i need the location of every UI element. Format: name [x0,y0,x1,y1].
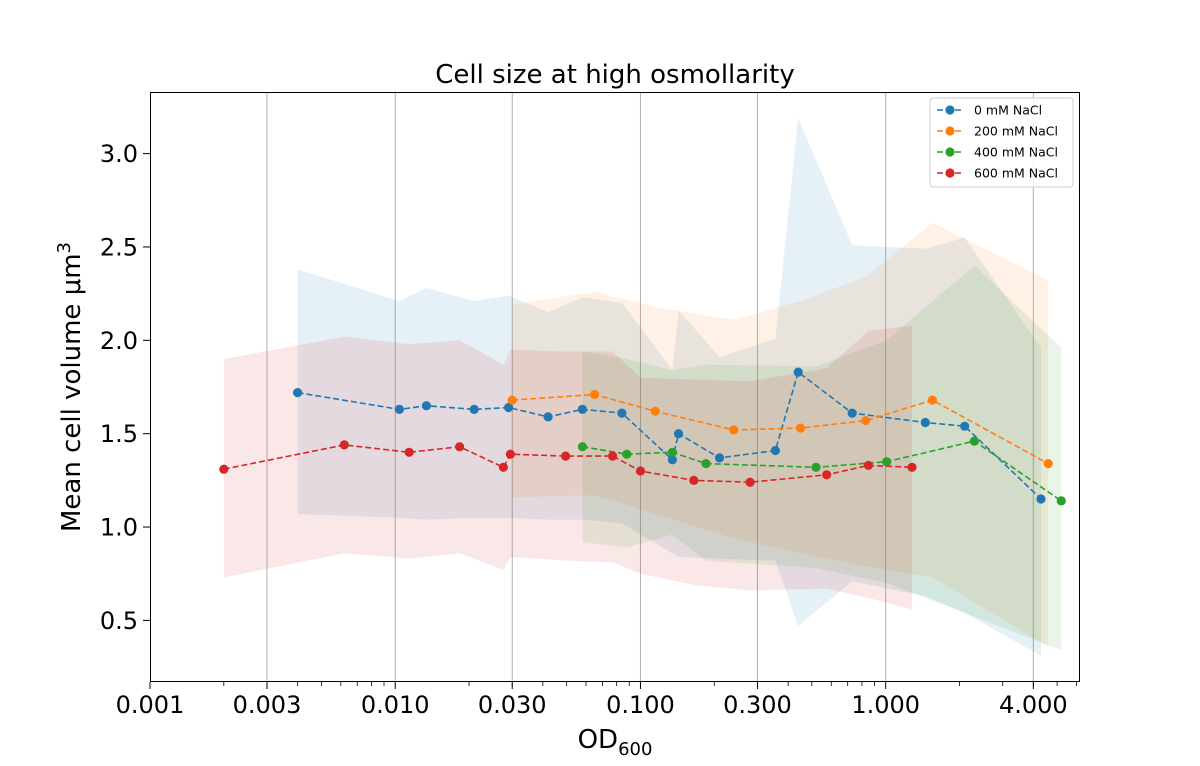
point-series-1 [650,406,660,416]
point-series-3 [561,451,571,461]
point-series-0 [617,408,627,418]
point-series-0 [960,421,970,431]
point-series-0 [793,367,803,377]
point-series-0 [504,402,514,413]
point-series-3 [455,442,465,452]
point-series-0 [673,429,684,439]
point-series-3 [505,449,515,459]
x-grid [266,92,1034,682]
point-series-2 [622,449,632,459]
x-axis-label-main: OD [578,725,619,755]
legend-marker [945,105,955,115]
point-series-1 [1043,459,1053,469]
series-points [219,367,1066,506]
point-series-1 [507,395,517,405]
point-series-0 [714,453,725,463]
y-axis-label-superscript: 3 [54,242,75,253]
legend-marker [945,147,955,157]
point-series-3 [635,466,646,476]
point-series-2 [701,459,711,469]
legend-label: 400 mM NaCl [974,145,1058,160]
y-tick-label: 2.5 [100,233,138,261]
y-tick-label: 1.0 [100,514,138,542]
point-series-3 [745,477,755,487]
point-series-2 [811,462,821,472]
point-series-0 [577,404,588,414]
y-tick-label: 3.0 [100,140,138,168]
point-series-0 [421,401,431,411]
point-series-3 [404,447,414,457]
point-series-3 [689,475,699,485]
x-axis-label-subscript: 600 [618,739,652,760]
point-series-0 [667,455,678,465]
x-tick-label: 0.300 [723,691,792,719]
y-axis: 0.5 1.0 1.5 2.0 2.5 3.0 [100,140,150,635]
legend-label: 200 mM NaCl [974,124,1058,139]
plot-frame [150,92,1080,682]
point-series-0 [543,412,553,422]
legend-label: 600 mM NaCl [974,166,1058,181]
point-series-0 [469,404,479,414]
band-series-3 [223,325,913,610]
x-tick-label: 0.001 [116,691,185,719]
point-series-1 [927,395,938,405]
x-tick-label: 1.000 [851,691,920,719]
point-series-3 [498,462,508,472]
x-axis-label: OD600 [578,725,653,760]
point-series-3 [608,451,618,461]
y-tick-label: 2.0 [100,327,138,355]
band-series-2 [582,265,1062,651]
x-tick-label: 4.000 [999,691,1068,719]
legend-marker [945,126,955,136]
band-series-0 [297,118,1042,656]
point-series-1 [590,389,600,400]
line-series-1 [512,393,1049,465]
point-series-2 [882,457,892,467]
y-tick-label: 1.5 [100,420,138,448]
x-tick-label: 0.100 [606,691,675,719]
legend-marker [945,168,955,178]
point-series-3 [863,460,874,470]
chart-title: Cell size at high osmollarity [435,60,794,90]
line-series-2 [582,440,1062,502]
point-series-3 [339,440,349,450]
x-tick-label: 0.030 [478,691,547,719]
point-series-2 [969,436,980,446]
point-series-1 [729,425,739,435]
x-axis: 0.001 0.003 0.010 0.030 0.100 0.300 1.000 4.000 [116,682,1077,719]
legend-box [929,97,1074,188]
point-series-2 [1056,496,1066,506]
x-tick-label: 0.003 [233,691,302,719]
point-series-2 [577,442,588,452]
point-series-2 [667,447,678,457]
point-series-0 [1036,494,1046,504]
point-series-0 [847,408,857,418]
point-series-3 [219,464,229,474]
point-series-0 [770,445,781,456]
y-axis-label: Mean cell volume μm3 [54,242,87,532]
y-tick-label: 0.5 [100,607,138,635]
point-series-1 [861,416,871,426]
point-series-1 [796,423,806,433]
y-axis-label-main: Mean cell volume μm [57,253,87,532]
point-series-0 [920,417,930,428]
point-series-0 [394,404,404,414]
x-tick-label: 0.010 [361,691,430,719]
point-series-3 [822,470,832,480]
point-series-3 [907,462,917,472]
line-series-3 [223,444,913,484]
legend-label: 0 mM NaCl [974,103,1042,118]
legend: 0 mM NaCl 200 mM NaCl 400 mM NaCl 600 mM Na… [929,97,1074,188]
point-series-0 [293,388,303,398]
